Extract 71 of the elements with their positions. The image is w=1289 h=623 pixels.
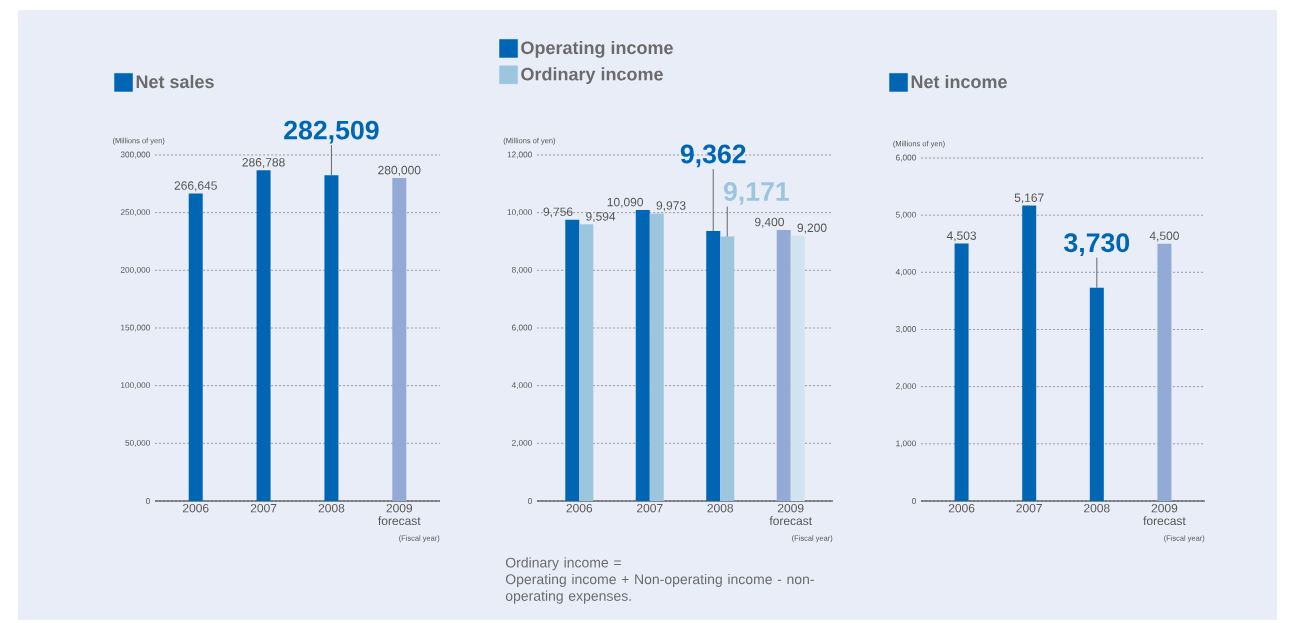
bar [1157, 243, 1172, 501]
data-label: 266,645 [174, 181, 217, 192]
data-label: 9,200 [797, 223, 827, 234]
y-tick-label: 6,000 [896, 154, 916, 162]
bar [720, 236, 735, 501]
data-label: 5,167 [1014, 193, 1044, 204]
x-tick-label: 2009 forecast [1143, 503, 1186, 526]
y-tick-label: 0 [912, 498, 916, 504]
annotation: 9,171 [723, 182, 789, 205]
y-tick-label: 0 [528, 498, 532, 504]
x-tick-label: 2007 [637, 503, 663, 513]
data-label: 4,503 [946, 231, 977, 242]
y-tick-label: 2,000 [896, 383, 916, 391]
x-tick-label: 2009 forecast [769, 503, 812, 526]
legend-label: Operating income [521, 40, 673, 58]
y-tick-label: 4,000 [511, 382, 532, 390]
data-label: 10,090 [607, 197, 644, 208]
y-tick-label: 50,000 [125, 439, 150, 447]
bar [635, 210, 650, 501]
x-tick-label: 2008 [318, 503, 345, 513]
bar [776, 229, 791, 501]
data-label: 9,400 [754, 217, 784, 228]
y-tick-label: 150,000 [121, 324, 150, 332]
bar [649, 213, 664, 501]
x-tick-label: 2006 [566, 503, 593, 513]
legend-label: Ordinary income [521, 67, 663, 85]
y-tick-label: 12,000 [507, 151, 532, 159]
legend-label: Net sales [136, 74, 214, 89]
text: Operating income + Non-operating income - non-operating expenses. [505, 573, 814, 604]
bar [324, 175, 339, 501]
x-tick-label: 2006 [948, 503, 975, 513]
text: Ordinary income = [505, 557, 621, 571]
x-tick-label: 2007 [250, 503, 277, 513]
data-label: 286,788 [242, 158, 285, 168]
bar [188, 193, 203, 501]
bar [1022, 205, 1037, 501]
data-label: 9,756 [543, 207, 573, 218]
y-tick-label: 4,000 [895, 268, 916, 276]
annotation: 282,509 [284, 120, 379, 144]
x-tick-label: 2009 forecast [378, 503, 421, 526]
y-tick-label: 300,000 [120, 151, 150, 159]
y-tick-label: 1,000 [896, 440, 916, 448]
y-tick-label: 0 [146, 498, 150, 504]
bar [565, 219, 580, 501]
bar [256, 170, 271, 501]
data-label: 4,500 [1149, 231, 1179, 242]
legend-label: Net income [911, 74, 1007, 89]
bar [790, 235, 805, 501]
bar [954, 243, 969, 501]
bar [392, 178, 407, 501]
y-tick-label: 5,000 [895, 211, 916, 219]
data-label: 280,000 [378, 165, 421, 176]
data-label: 9,594 [586, 212, 616, 223]
x-tick-label: 2006 [182, 503, 209, 513]
y-tick-label: 200,000 [120, 266, 150, 274]
y-tick-label: 8,000 [511, 266, 532, 274]
annotation: 3,730 [1064, 233, 1130, 257]
y-tick-label: 6,000 [512, 324, 532, 332]
bar [1089, 287, 1104, 501]
y-tick-label: 3,000 [895, 326, 916, 333]
x-tick-label: 2007 [1016, 503, 1042, 513]
bar [579, 224, 594, 501]
y-tick-label: 250,000 [120, 209, 150, 217]
y-tick-label: 2,000 [512, 439, 532, 447]
data-label: 9,973 [656, 201, 686, 212]
annotation: 9,362 [680, 144, 746, 168]
x-tick-label: 2008 [707, 503, 734, 513]
x-tick-label: 2008 [1084, 503, 1110, 513]
y-tick-label: 10,000 [507, 209, 532, 217]
bar [706, 231, 721, 501]
y-tick-label: 100,000 [121, 382, 150, 390]
